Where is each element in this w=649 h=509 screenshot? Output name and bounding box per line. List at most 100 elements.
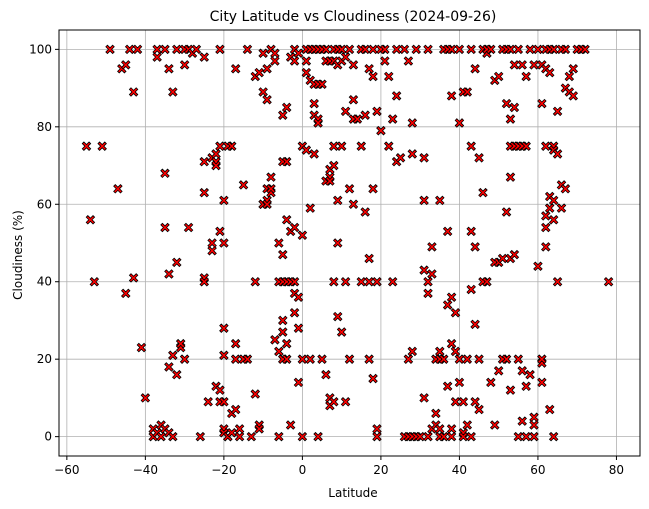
data-point <box>332 238 343 248</box>
data-point <box>281 354 292 364</box>
data-point <box>234 424 245 434</box>
data-point <box>293 292 304 302</box>
data-point <box>120 60 131 70</box>
data-point <box>289 56 300 66</box>
data-point <box>438 354 449 364</box>
data-point <box>281 338 292 349</box>
data-point <box>266 184 276 194</box>
data-point <box>234 431 245 442</box>
x-tick-label: 80 <box>609 463 624 477</box>
data-point <box>446 338 457 349</box>
data-point <box>230 63 241 74</box>
data-point <box>407 346 418 357</box>
data-point <box>521 141 531 151</box>
data-point <box>435 346 445 357</box>
data-point <box>470 319 480 330</box>
data-point <box>474 404 484 415</box>
data-point <box>442 226 453 237</box>
data-point <box>580 44 590 55</box>
data-point <box>364 63 374 74</box>
data-point <box>552 149 563 159</box>
data-point <box>254 67 264 78</box>
data-point <box>368 373 378 384</box>
data-point <box>168 350 178 361</box>
data-point <box>509 102 520 113</box>
data-point <box>509 60 520 70</box>
data-point <box>509 249 520 260</box>
data-point <box>450 397 461 407</box>
data-point <box>364 354 374 364</box>
data-point <box>435 195 445 206</box>
data-point <box>136 342 147 353</box>
data-point <box>372 424 382 434</box>
data-point <box>317 354 327 364</box>
data-point <box>340 52 351 62</box>
data-point <box>89 276 100 287</box>
data-point <box>329 397 339 407</box>
data-point <box>277 327 288 337</box>
data-point <box>466 226 476 237</box>
data-point <box>541 211 551 221</box>
data-point <box>215 44 225 55</box>
data-point <box>466 44 476 55</box>
data-point <box>368 71 378 82</box>
data-point <box>277 315 288 326</box>
data-point <box>164 63 174 74</box>
data-point <box>454 44 465 55</box>
data-point <box>560 184 571 194</box>
data-point <box>132 44 143 55</box>
data-point <box>301 145 312 155</box>
data-point <box>238 180 249 190</box>
data-point <box>329 141 339 151</box>
data-point <box>501 354 512 364</box>
data-point <box>505 385 516 395</box>
data-point <box>541 141 551 151</box>
data-point <box>332 311 343 322</box>
data-point <box>81 141 92 151</box>
data-point <box>548 195 559 206</box>
data-point <box>105 44 115 55</box>
data-point <box>246 431 257 442</box>
x-tick-label: 20 <box>373 463 388 477</box>
data-point <box>348 60 359 70</box>
y-tick-label: 80 <box>37 120 52 134</box>
data-point <box>219 238 229 248</box>
data-point <box>387 276 398 287</box>
data-point <box>293 48 304 59</box>
data-point <box>336 327 347 337</box>
data-point <box>450 346 461 357</box>
data-point <box>172 369 182 380</box>
data-point <box>462 87 473 97</box>
data-point <box>529 60 539 70</box>
data-point <box>340 397 351 407</box>
data-point <box>329 160 339 171</box>
data-point <box>501 207 512 217</box>
data-point <box>380 44 390 55</box>
data-point <box>403 56 414 66</box>
data-point <box>435 424 445 434</box>
data-point <box>172 257 182 268</box>
data-point <box>423 276 433 287</box>
data-point <box>128 273 139 283</box>
data-point <box>521 71 531 82</box>
data-point <box>274 238 284 248</box>
data-point <box>309 98 319 109</box>
data-point <box>360 207 370 217</box>
data-point <box>128 87 139 97</box>
data-point <box>383 141 394 151</box>
data-point <box>501 98 512 109</box>
data-point <box>336 141 347 151</box>
data-point <box>446 431 457 442</box>
data-point <box>152 52 162 62</box>
data-point <box>195 431 206 442</box>
x-tick-label: 0 <box>299 463 307 477</box>
data-point <box>544 203 555 213</box>
data-point <box>423 431 433 442</box>
data-point <box>168 431 178 442</box>
data-point <box>442 381 453 392</box>
data-point <box>340 276 351 287</box>
x-tick-label: −40 <box>133 463 158 477</box>
data-point <box>407 118 418 128</box>
data-point <box>348 199 359 210</box>
x-axis-label: Latitude <box>328 486 377 500</box>
